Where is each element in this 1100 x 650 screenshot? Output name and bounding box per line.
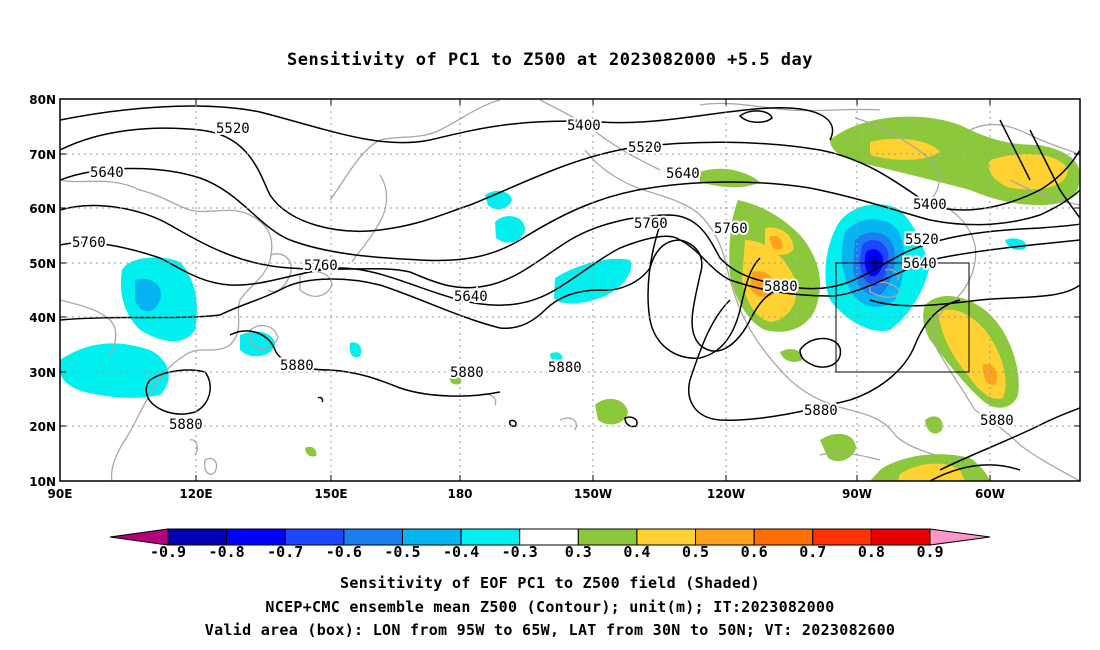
colorbar-label: -0.6: [326, 543, 362, 561]
colorbar-labels: -0.9 -0.8 -0.7 -0.6 -0.5 -0.4 -0.3 0.3 0.4 0.5 0.6…: [150, 543, 944, 561]
colorbar-label: -0.9: [150, 543, 186, 561]
longitude-labels: 90E 120E 150E 180 150W 120W 90W 60W: [48, 487, 1005, 501]
colorbar-label: 0.3: [565, 543, 592, 561]
lat-label: 70N: [29, 148, 56, 162]
contour-label: 5880: [548, 360, 582, 376]
colorbar-label: -0.7: [267, 543, 303, 561]
lon-label: 90W: [842, 487, 872, 501]
contour-label: 5760: [634, 216, 668, 232]
lat-lon-grid: [60, 99, 1080, 481]
contour-label: 5400: [913, 197, 947, 213]
colorbar-label: -0.8: [209, 543, 245, 561]
colorbar-label: 0.6: [741, 543, 768, 561]
contour-label: 5760: [72, 235, 106, 251]
colorbar-label: 0.8: [858, 543, 885, 561]
coastlines: [60, 99, 1080, 481]
lat-label: 10N: [29, 475, 56, 489]
contour-label: 5520: [628, 140, 662, 156]
contour-label: 5760: [304, 258, 338, 274]
contour-label: 5400: [567, 118, 601, 134]
colorbar-cells: [167, 528, 931, 546]
contour-label: 5880: [169, 417, 203, 433]
lat-label: 40N: [29, 311, 56, 325]
contour-label: 5640: [666, 166, 700, 182]
footer-line-3: Valid area (box): LON from 95W to 65W, L…: [204, 621, 896, 639]
lat-label: 30N: [29, 366, 56, 380]
lon-label: 120W: [707, 487, 745, 501]
lon-label: 180: [447, 487, 472, 501]
lat-label: 60N: [29, 202, 56, 216]
negative-sensitivity-region-asia: [60, 257, 362, 398]
footer-line-1: Sensitivity of EOF PC1 to Z500 field (Sh…: [340, 574, 760, 592]
footer-line-2: NCEP+CMC ensemble mean Z500 (Contour); u…: [265, 598, 835, 616]
contour-label: 5880: [450, 365, 484, 381]
contour-label: 5880: [280, 358, 314, 374]
lon-label: 90E: [48, 487, 73, 501]
contour-label: 5880: [980, 413, 1014, 429]
colorbar-high-arrow: [929, 528, 991, 546]
contour-label: 5880: [764, 279, 798, 295]
chart-title: Sensitivity of PC1 to Z500 at 2023082000…: [286, 50, 813, 70]
lat-label: 80N: [29, 93, 56, 107]
lon-label: 60W: [975, 487, 1005, 501]
lon-label: 150E: [314, 487, 347, 501]
contour-label: 5520: [216, 121, 250, 137]
lon-label: 120E: [179, 487, 212, 501]
colorbar-label: 0.5: [682, 543, 709, 561]
colorbar: -0.9 -0.8 -0.7 -0.6 -0.5 -0.4 -0.3 0.3 0.4 0.5 0.6…: [109, 528, 991, 561]
colorbar-label: 0.4: [623, 543, 650, 561]
lat-label: 20N: [29, 420, 56, 434]
colorbar-label: -0.5: [384, 543, 420, 561]
tick-marks: [60, 98, 1080, 481]
contour-label: 5640: [90, 165, 124, 181]
contour-label: 5880: [804, 403, 838, 419]
colorbar-label: 0.7: [799, 543, 826, 561]
contour-label: 5640: [903, 256, 937, 272]
map-frame: [59, 98, 1081, 482]
contour-label: 5760: [714, 221, 748, 237]
valid-area-box: [835, 262, 970, 373]
lon-label: 150W: [574, 487, 612, 501]
contour-label: 5520: [905, 232, 939, 248]
latitude-labels: 80N 70N 60N 50N 40N 30N 20N 10N: [29, 93, 56, 489]
contour-labels: 5520 5400 5520 5640 5640 5400 5520 5760 …: [70, 116, 1016, 435]
colorbar-label: 0.9: [916, 543, 943, 561]
colorbar-label: -0.3: [502, 543, 538, 561]
colorbar-label: -0.4: [443, 543, 479, 561]
contour-label: 5640: [454, 289, 488, 305]
negative-sensitivity-region-pacific: [485, 190, 632, 362]
lat-label: 50N: [29, 257, 56, 271]
